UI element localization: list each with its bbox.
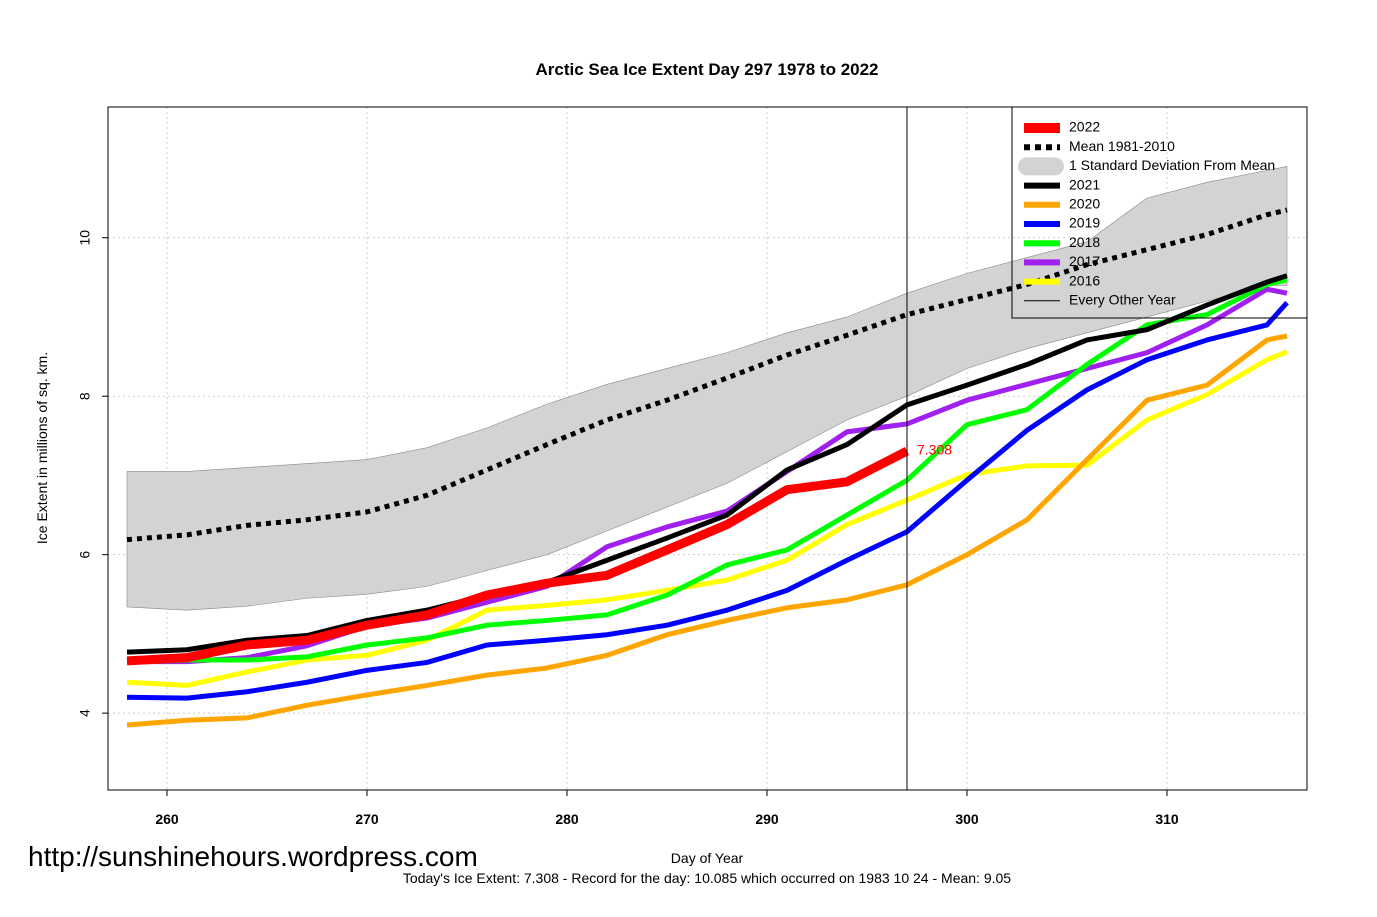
- legend-label: 2021: [1069, 176, 1100, 192]
- y-tick-label: 8: [77, 392, 93, 400]
- series-group: [126, 166, 1289, 728]
- legend-label: 2020: [1069, 196, 1100, 212]
- x-tick-label: 310: [1155, 811, 1179, 827]
- plot-frame: [107, 106, 1308, 791]
- series-line: [126, 333, 1288, 728]
- legend-label: 1 Standard Deviation From Mean: [1069, 157, 1275, 173]
- legend-swatch: [1018, 157, 1064, 176]
- x-axis-label: Day of Year: [671, 850, 744, 866]
- y-tick-label: 10: [77, 230, 93, 246]
- series-line: [126, 349, 1288, 688]
- watermark: http://sunshinehours.wordpress.com: [28, 841, 478, 872]
- x-tick-label: 290: [755, 811, 779, 827]
- legend-label: Every Other Year: [1069, 292, 1176, 308]
- chart-title: Arctic Sea Ice Extent Day 297 1978 to 20…: [535, 60, 878, 79]
- plot-area: 260 270 280 290 300 310 4 6 8 10 7.308 2022 Mean 198…: [77, 106, 1308, 827]
- y-axis-label: Ice Extent in millions of sq. km.: [34, 352, 50, 544]
- legend-label: 2016: [1069, 272, 1100, 288]
- footnote: Today's Ice Extent: 7.308 - Record for t…: [403, 870, 1011, 886]
- series-line: [126, 447, 910, 666]
- series-line: [126, 207, 1288, 543]
- legend-label: 2019: [1069, 215, 1100, 231]
- legend-label: 2022: [1069, 119, 1100, 135]
- data-label: 7.308: [917, 442, 952, 458]
- legend-label: 2017: [1069, 253, 1100, 269]
- x-tick-label: 300: [955, 811, 979, 827]
- x-tick-label: 260: [155, 811, 179, 827]
- legend-label: 2018: [1069, 234, 1100, 250]
- y-tick-label: 4: [77, 709, 93, 717]
- series-line: [126, 301, 1289, 701]
- x-tick-label: 280: [555, 811, 579, 827]
- legend-label: Mean 1981-2010: [1069, 138, 1175, 154]
- series-line: [126, 277, 1288, 665]
- x-tick-label: 270: [355, 811, 379, 827]
- series-line: [126, 273, 1288, 655]
- y-tick-label: 6: [77, 551, 93, 559]
